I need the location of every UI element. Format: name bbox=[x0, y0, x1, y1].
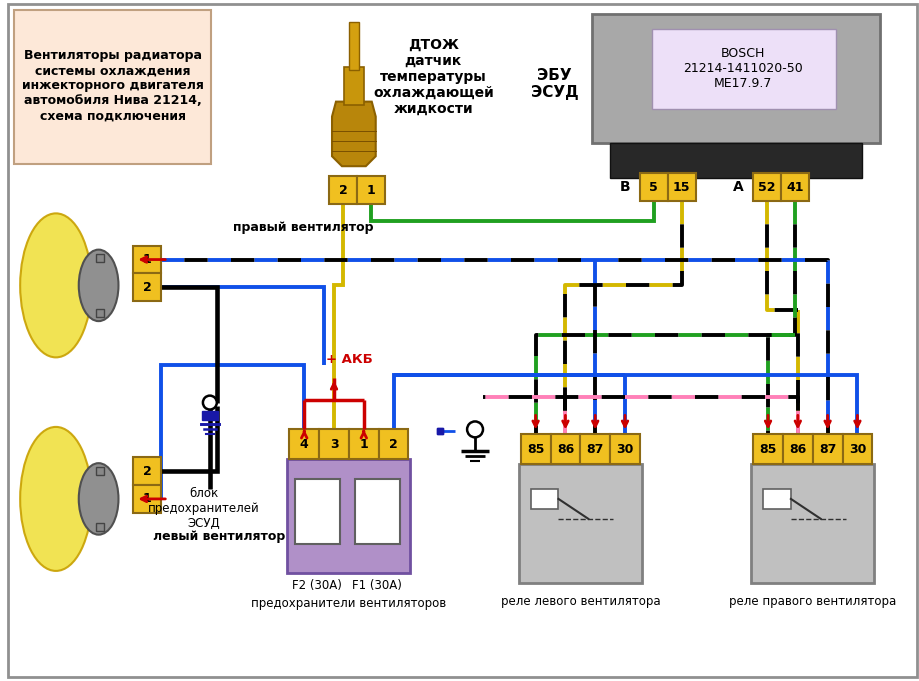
Text: 4: 4 bbox=[300, 438, 309, 451]
Text: + АКБ: + АКБ bbox=[325, 353, 372, 366]
FancyBboxPatch shape bbox=[610, 434, 640, 464]
FancyBboxPatch shape bbox=[550, 434, 580, 464]
FancyBboxPatch shape bbox=[592, 14, 880, 143]
FancyBboxPatch shape bbox=[843, 434, 872, 464]
FancyBboxPatch shape bbox=[96, 309, 104, 317]
Text: 1: 1 bbox=[367, 184, 375, 197]
FancyBboxPatch shape bbox=[812, 434, 843, 464]
FancyBboxPatch shape bbox=[202, 411, 218, 420]
FancyBboxPatch shape bbox=[96, 253, 104, 262]
Text: BOSCH
21214-1411020-50
ME17.9.7: BOSCH 21214-1411020-50 ME17.9.7 bbox=[684, 48, 803, 91]
FancyBboxPatch shape bbox=[133, 274, 161, 301]
FancyBboxPatch shape bbox=[668, 173, 696, 201]
FancyBboxPatch shape bbox=[754, 434, 783, 464]
FancyBboxPatch shape bbox=[357, 176, 385, 204]
FancyBboxPatch shape bbox=[580, 434, 610, 464]
FancyBboxPatch shape bbox=[14, 10, 210, 164]
FancyBboxPatch shape bbox=[640, 173, 668, 201]
FancyBboxPatch shape bbox=[96, 467, 104, 475]
FancyBboxPatch shape bbox=[521, 434, 550, 464]
FancyBboxPatch shape bbox=[288, 459, 411, 573]
Text: 5: 5 bbox=[650, 180, 658, 193]
Circle shape bbox=[467, 422, 483, 437]
FancyBboxPatch shape bbox=[518, 464, 641, 584]
Text: блок
предохранителей
ЭСУД: блок предохранителей ЭСУД bbox=[148, 488, 259, 530]
Text: 30: 30 bbox=[849, 443, 866, 456]
FancyBboxPatch shape bbox=[349, 22, 358, 70]
Text: F2 (30А): F2 (30А) bbox=[292, 579, 342, 592]
FancyBboxPatch shape bbox=[754, 173, 781, 201]
Text: 2: 2 bbox=[143, 281, 152, 294]
Text: ЭБУ
ЭСУД: ЭБУ ЭСУД bbox=[530, 67, 578, 100]
Text: 15: 15 bbox=[673, 180, 690, 193]
Text: F1 (30А): F1 (30А) bbox=[352, 579, 402, 592]
Polygon shape bbox=[332, 101, 376, 166]
FancyBboxPatch shape bbox=[96, 523, 104, 530]
Text: реле левого вентилятора: реле левого вентилятора bbox=[501, 595, 660, 607]
Text: 1: 1 bbox=[359, 438, 369, 451]
Circle shape bbox=[203, 396, 217, 409]
Text: 2: 2 bbox=[143, 464, 152, 477]
Text: 85: 85 bbox=[527, 443, 544, 456]
FancyBboxPatch shape bbox=[610, 143, 862, 178]
Text: 3: 3 bbox=[330, 438, 338, 451]
FancyBboxPatch shape bbox=[133, 246, 161, 274]
FancyBboxPatch shape bbox=[133, 485, 161, 513]
FancyBboxPatch shape bbox=[763, 489, 791, 509]
Text: 87: 87 bbox=[819, 443, 836, 456]
FancyBboxPatch shape bbox=[319, 430, 349, 459]
Text: В: В bbox=[619, 180, 630, 194]
FancyBboxPatch shape bbox=[349, 430, 379, 459]
Text: 86: 86 bbox=[789, 443, 807, 456]
Ellipse shape bbox=[20, 427, 92, 571]
FancyBboxPatch shape bbox=[344, 67, 364, 105]
FancyBboxPatch shape bbox=[781, 173, 809, 201]
FancyBboxPatch shape bbox=[133, 457, 161, 485]
Text: 30: 30 bbox=[617, 443, 634, 456]
Text: 2: 2 bbox=[390, 438, 398, 451]
Text: 41: 41 bbox=[786, 180, 803, 193]
Text: Вентиляторы радиатора
системы охлаждения
инжекторного двигателя
автомобиля Нива : Вентиляторы радиатора системы охлаждения… bbox=[21, 49, 203, 123]
Ellipse shape bbox=[79, 463, 119, 535]
Text: реле правого вентилятора: реле правого вентилятора bbox=[729, 595, 896, 607]
FancyBboxPatch shape bbox=[783, 434, 812, 464]
FancyBboxPatch shape bbox=[530, 489, 559, 509]
Text: 52: 52 bbox=[758, 180, 776, 193]
Text: 85: 85 bbox=[759, 443, 777, 456]
Ellipse shape bbox=[79, 250, 119, 321]
Text: 2: 2 bbox=[338, 184, 347, 197]
Text: 1: 1 bbox=[143, 492, 152, 505]
Text: 86: 86 bbox=[557, 443, 574, 456]
Text: предохранители вентиляторов: предохранители вентиляторов bbox=[251, 597, 447, 609]
FancyBboxPatch shape bbox=[751, 464, 874, 584]
FancyBboxPatch shape bbox=[295, 479, 340, 543]
FancyBboxPatch shape bbox=[379, 430, 409, 459]
FancyBboxPatch shape bbox=[329, 176, 357, 204]
FancyBboxPatch shape bbox=[652, 29, 835, 108]
Text: 1: 1 bbox=[143, 253, 152, 266]
Text: ДТОЖ
датчик
температуры
охлаждающей
жидкости: ДТОЖ датчик температуры охлаждающей жидк… bbox=[373, 37, 494, 116]
FancyBboxPatch shape bbox=[289, 430, 319, 459]
Ellipse shape bbox=[20, 213, 92, 358]
FancyBboxPatch shape bbox=[355, 479, 400, 543]
Text: правый вентилятор: правый вентилятор bbox=[233, 221, 373, 234]
Text: 87: 87 bbox=[586, 443, 604, 456]
Text: А: А bbox=[732, 180, 743, 194]
Text: левый вентилятор: левый вентилятор bbox=[153, 530, 286, 543]
